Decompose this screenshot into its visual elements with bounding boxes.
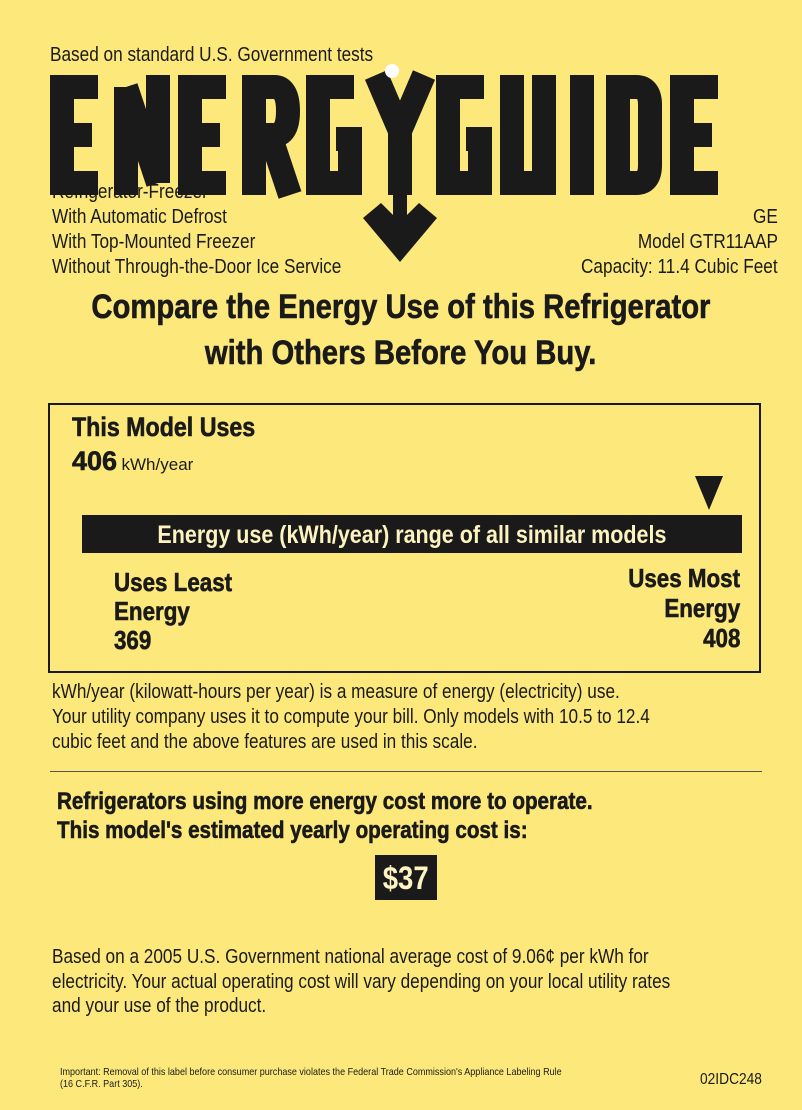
least-energy: Uses Least Energy 369: [114, 567, 233, 655]
divider: [50, 771, 762, 772]
feature: Without Through-the-Door Ice Service: [52, 256, 342, 278]
label-code: 02IDC248: [700, 1071, 762, 1088]
usage-box: [48, 403, 761, 673]
capacity: Capacity: 11.4 Cubic Feet: [581, 256, 778, 278]
feature: With Automatic Defrost: [52, 206, 227, 228]
range-bar: Energy use (kWh/year) range of all simil…: [82, 515, 742, 553]
model-number: Model GTR11AAP: [637, 231, 778, 253]
down-arrow-icon: [363, 203, 437, 262]
features-list: Refrigerator-Freezer With Automatic Defr…: [52, 180, 388, 280]
legal-notice: Important: Removal of this label before …: [60, 1066, 562, 1090]
headline: Compare the Energy Use of this Refrigera…: [91, 288, 711, 373]
energyguide-logo: [50, 64, 718, 262]
cost-note: Based on a 2005 U.S. Government national…: [52, 946, 671, 1017]
most-energy: Uses Most Energy 408: [628, 563, 740, 654]
brand: GE: [753, 206, 778, 228]
feature: Refrigerator-Freezer: [52, 181, 208, 203]
explanation: kWh/year (kilowatt-hours per year) is a …: [52, 681, 650, 753]
yearly-cost: $37: [375, 855, 437, 900]
this-model-value: 406 kWh/year: [72, 446, 194, 477]
this-model-title: This Model Uses: [72, 412, 256, 443]
model-info: GE Model GTR11AAP Capacity: 11.4 Cubic F…: [549, 205, 778, 280]
tests-note: Based on standard U.S. Government tests: [50, 44, 374, 66]
model-position-marker: [695, 476, 723, 510]
cost-statement: Refrigerators using more energy cost mor…: [57, 788, 593, 845]
feature: With Top-Mounted Freezer: [52, 231, 256, 253]
